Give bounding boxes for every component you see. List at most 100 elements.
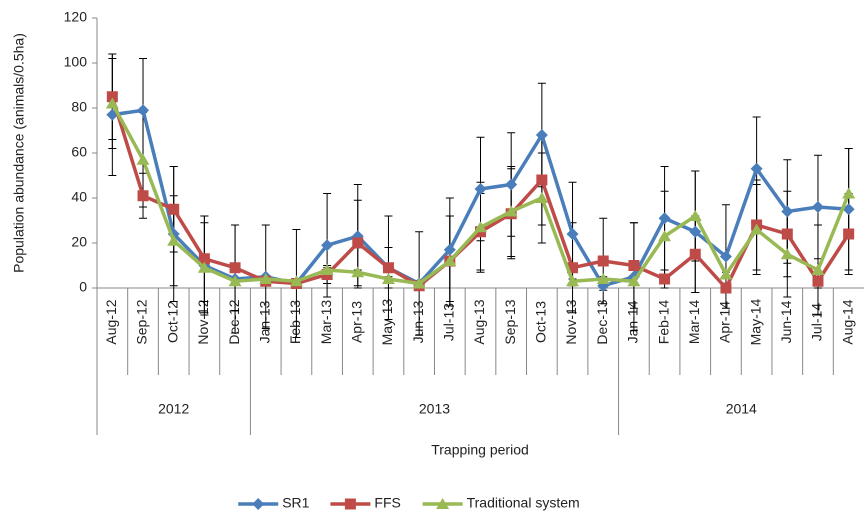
marker: [719, 250, 732, 263]
marker: [627, 275, 641, 287]
marker: [688, 210, 702, 221]
marker: [628, 260, 640, 271]
marker: [443, 255, 457, 266]
x-tick-label: Jul-14: [809, 303, 825, 341]
marker: [412, 277, 426, 289]
group-label: 2012: [158, 401, 189, 417]
marker: [474, 183, 487, 195]
x-tick-label: Apr-14: [717, 301, 733, 343]
marker: [229, 262, 241, 274]
legend-label: FFS: [374, 495, 400, 511]
marker: [750, 223, 764, 235]
x-tick-label: Oct-12: [164, 301, 180, 343]
marker: [719, 268, 733, 280]
y-axis-label: Population abundance (animals/0.5ha): [11, 33, 27, 273]
marker: [382, 262, 394, 274]
marker: [289, 275, 303, 287]
marker: [137, 190, 149, 202]
group-label: 2013: [419, 401, 450, 417]
x-tick-label: May-14: [747, 298, 763, 345]
marker: [252, 498, 265, 510]
marker: [658, 212, 671, 225]
x-tick-label: Nov-12: [195, 299, 211, 344]
x-tick-label: Feb-13: [287, 300, 303, 345]
marker: [536, 174, 548, 186]
x-tick-label: May-13: [379, 298, 395, 345]
x-tick-label: Sep-12: [134, 299, 150, 344]
marker: [167, 234, 181, 246]
marker: [566, 228, 579, 240]
legend-label: SR1: [282, 495, 309, 511]
marker: [105, 97, 119, 109]
marker: [351, 266, 365, 278]
marker: [780, 248, 794, 260]
marker: [505, 178, 518, 191]
marker: [842, 203, 855, 216]
marker: [535, 129, 548, 141]
y-tick-label: 100: [64, 54, 88, 70]
x-tick-label: Jul-13: [441, 303, 457, 341]
y-tick-label: 20: [71, 234, 87, 250]
marker: [842, 187, 856, 199]
marker: [811, 201, 824, 213]
x-tick-label: Sep-13: [502, 299, 518, 344]
marker: [689, 225, 702, 238]
marker: [597, 255, 609, 267]
marker: [504, 205, 518, 217]
x-tick-label: Jan-14: [625, 300, 641, 343]
marker: [812, 275, 824, 287]
marker: [567, 262, 579, 274]
x-tick-label: Nov-13: [563, 299, 579, 344]
marker: [720, 282, 732, 294]
marker: [535, 192, 549, 203]
marker: [352, 237, 364, 249]
marker: [168, 203, 180, 215]
marker: [436, 498, 450, 509]
marker: [566, 275, 580, 287]
marker: [659, 273, 671, 285]
marker: [320, 264, 334, 275]
y-tick-label: 60: [71, 144, 87, 160]
marker: [198, 253, 210, 265]
marker: [344, 498, 356, 510]
x-tick-label: Dec-12: [226, 299, 242, 344]
marker: [781, 228, 793, 240]
y-tick-label: 40: [71, 189, 87, 205]
x-tick-label: Dec-13: [594, 299, 610, 344]
x-tick-label: Aug-13: [471, 299, 487, 344]
x-tick-label: Jun-14: [778, 300, 794, 343]
x-tick-label: Apr-13: [348, 301, 364, 343]
marker: [843, 228, 855, 240]
marker: [381, 273, 395, 284]
marker: [137, 104, 150, 117]
marker: [321, 239, 334, 252]
marker: [106, 91, 118, 103]
x-tick-label: Mar-13: [318, 300, 334, 345]
x-tick-label: Jun-13: [410, 300, 426, 343]
marker: [750, 162, 763, 175]
y-tick-label: 120: [64, 9, 88, 25]
y-tick-label: 80: [71, 99, 87, 115]
marker: [658, 230, 672, 242]
marker: [474, 221, 487, 233]
marker: [228, 275, 242, 287]
legend-label: Traditional system: [467, 495, 580, 511]
group-label: 2014: [726, 401, 757, 417]
x-tick-label: Mar-14: [686, 300, 702, 345]
marker: [443, 243, 456, 256]
marker: [781, 205, 794, 218]
marker: [197, 261, 211, 273]
x-tick-label: Aug-14: [839, 299, 855, 344]
marker: [596, 273, 610, 284]
x-axis-label: Trapping period: [431, 442, 529, 458]
x-tick-label: Aug-12: [103, 299, 119, 344]
x-tick-label: Feb-14: [655, 300, 671, 345]
marker: [811, 264, 825, 275]
x-tick-label: Oct-13: [533, 301, 549, 343]
marker: [136, 153, 150, 165]
y-tick-label: 0: [79, 279, 87, 295]
marker: [689, 248, 701, 260]
x-tick-label: Jan-13: [256, 300, 272, 343]
marker: [259, 273, 273, 284]
